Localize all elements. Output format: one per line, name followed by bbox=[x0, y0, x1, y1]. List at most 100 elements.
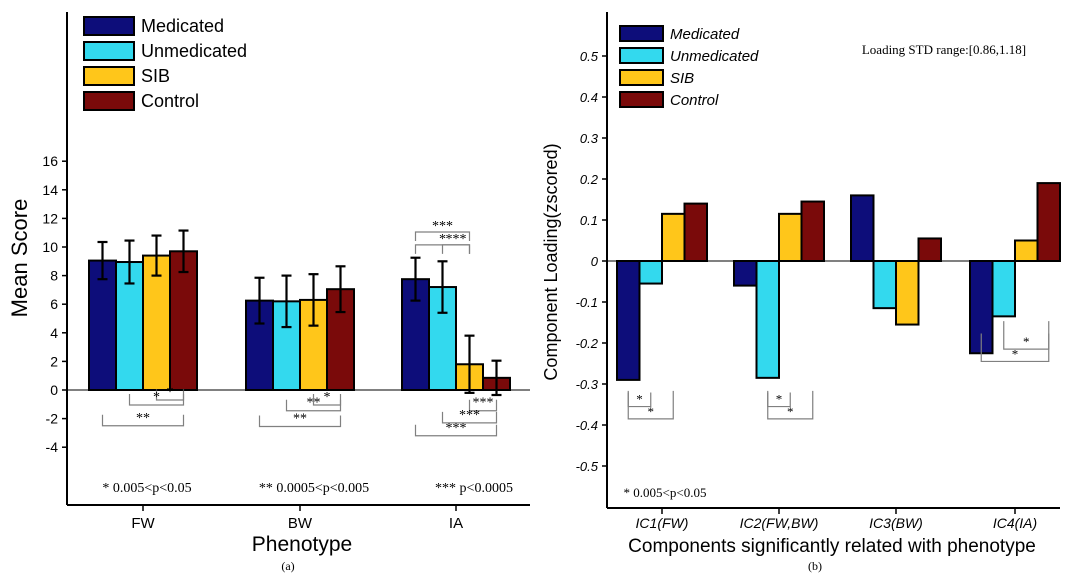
significance-label: * bbox=[167, 385, 174, 400]
panel-b-note-std: Loading STD range:[0.86,1.18] bbox=[862, 42, 1026, 57]
bar-unmedicated-ic1-fw bbox=[638, 260, 663, 285]
significance-label: * bbox=[324, 390, 331, 405]
y-tick-label: 8 bbox=[50, 268, 58, 284]
panel-a-caption: (a) bbox=[281, 559, 294, 573]
y-tick-label: 6 bbox=[50, 296, 58, 312]
y-tick-label: 0.5 bbox=[580, 49, 599, 64]
legend-label-medicated: Medicated bbox=[141, 16, 224, 36]
y-tick-label: -0.3 bbox=[576, 377, 599, 392]
x-tick-label-ic2-fw-bw: IC2(FW,BW) bbox=[740, 515, 819, 531]
legend-swatch-sib bbox=[83, 66, 135, 86]
significance-bracket bbox=[128, 394, 185, 406]
significance-bracket bbox=[468, 399, 498, 412]
significance-label: ** bbox=[136, 411, 150, 426]
x-tick-label-fw: FW bbox=[131, 515, 155, 532]
panel-b-note-p: * 0.005<p<0.05 bbox=[624, 485, 707, 500]
legend-swatch-control bbox=[619, 91, 664, 108]
significance-bracket bbox=[285, 399, 342, 412]
panel-b-chart: * * * * * * -0.5 -0.4 -0.3 -0.2 -0.1 0 0.1 0.2 0.3 0.4… bbox=[541, 12, 1061, 573]
significance-bracket bbox=[441, 411, 498, 424]
bar-medicated-ic3-bw bbox=[850, 194, 875, 262]
legend-swatch-unmedicated bbox=[619, 47, 664, 64]
significance-label: ** bbox=[307, 396, 321, 411]
y-tick-label: 0.3 bbox=[580, 131, 599, 146]
significance-label: * bbox=[1023, 334, 1030, 349]
panel-a-x-axis-label: Phenotype bbox=[252, 533, 352, 556]
panel-b-x-axis-label: Components significantly related with ph… bbox=[628, 536, 1036, 557]
panel-a-note-1: * 0.005<p<0.05 bbox=[102, 481, 191, 496]
significance-label: ** bbox=[293, 411, 307, 426]
x-tick-label-ia: IA bbox=[449, 515, 463, 532]
y-tick-label: 4 bbox=[50, 325, 58, 341]
panel-b-legend: Medicated Unmedicated SIB Control bbox=[619, 25, 759, 109]
significance-bracket bbox=[101, 414, 185, 427]
legend-swatch-medicated bbox=[619, 25, 664, 42]
significance-label: *** bbox=[432, 219, 453, 234]
legend-label-control: Control bbox=[670, 92, 719, 109]
significance-label: * bbox=[648, 404, 655, 419]
significance-label: * bbox=[636, 392, 643, 407]
significance-label: * bbox=[439, 232, 446, 247]
x-tick-label-bw: BW bbox=[288, 515, 313, 532]
significance-bracket bbox=[258, 415, 342, 428]
y-tick-label: 0.2 bbox=[580, 172, 599, 187]
y-tick-label: 0 bbox=[591, 254, 599, 269]
panel-a-note-3: *** p<0.0005 bbox=[435, 481, 513, 496]
significance-label: *** bbox=[459, 408, 480, 423]
legend-label-sib: SIB bbox=[670, 70, 694, 87]
significance-bracket bbox=[441, 244, 471, 254]
bar-unmedicated-ic4-ia bbox=[991, 260, 1016, 318]
legend-swatch-medicated bbox=[83, 16, 135, 36]
panel-a-y-axis-label: Mean Score bbox=[7, 199, 32, 318]
significance-bracket bbox=[312, 394, 342, 406]
bar-sib-ic2-fw-bw bbox=[778, 212, 803, 263]
y-tick-label: -0.2 bbox=[576, 336, 599, 351]
y-tick-label: 16 bbox=[42, 153, 58, 169]
significance-bracket bbox=[414, 424, 498, 437]
legend-swatch-unmedicated bbox=[83, 41, 135, 61]
significance-bracket bbox=[980, 333, 1050, 363]
legend-label-unmedicated: Unmedicated bbox=[670, 48, 759, 65]
significance-label: * bbox=[776, 392, 783, 407]
legend-swatch-sib bbox=[619, 69, 664, 86]
y-tick-label: 0.1 bbox=[580, 213, 598, 228]
bar-unmedicated-ic3-bw bbox=[872, 260, 897, 310]
bar-control-ic1-fw bbox=[683, 202, 708, 263]
panel-a-chart: ********** *************** -4-20246810121… bbox=[7, 12, 530, 573]
y-tick-label: 0 bbox=[50, 382, 58, 398]
bar-control-ic4-ia bbox=[1036, 182, 1061, 263]
significance-label: *** bbox=[446, 232, 467, 247]
legend-label-sib: SIB bbox=[141, 66, 170, 86]
y-tick-label: -4 bbox=[46, 439, 59, 455]
significance-label: *** bbox=[473, 396, 494, 411]
y-tick-label: -0.5 bbox=[576, 459, 599, 474]
bar-medicated-ic2-fw-bw bbox=[733, 260, 758, 287]
significance-label: *** bbox=[446, 421, 467, 436]
bar-sib-ic3-bw bbox=[895, 260, 920, 326]
legend-label-unmedicated: Unmedicated bbox=[141, 41, 247, 61]
panel-b-y-axis-label: Component Loading(zscored) bbox=[541, 143, 561, 380]
significance-bracket bbox=[767, 390, 814, 420]
significance-bracket bbox=[414, 231, 471, 241]
legend-label-control: Control bbox=[141, 91, 199, 111]
y-tick-label: 14 bbox=[42, 182, 58, 198]
significance-label: * bbox=[787, 404, 794, 419]
y-tick-label: -0.4 bbox=[576, 418, 598, 433]
y-tick-label: 0.4 bbox=[580, 90, 598, 105]
legend-label-medicated: Medicated bbox=[670, 26, 740, 43]
x-tick-label-ic1-fw: IC1(FW) bbox=[636, 515, 689, 531]
y-tick-label: 2 bbox=[50, 353, 58, 369]
y-tick-label: 12 bbox=[42, 210, 58, 226]
significance-label: * bbox=[153, 390, 160, 405]
y-tick-label: 10 bbox=[42, 239, 58, 255]
bar-sib-ic1-fw bbox=[661, 212, 686, 263]
x-tick-label-ic3-bw: IC3(BW) bbox=[869, 515, 923, 531]
bar-medicated-ic1-fw bbox=[616, 260, 641, 381]
significance-bracket bbox=[627, 390, 674, 420]
y-tick-label: -2 bbox=[46, 411, 59, 427]
significance-label: * bbox=[1012, 346, 1019, 361]
panel-a-note-2: ** 0.0005<p<0.005 bbox=[259, 481, 369, 496]
legend-swatch-control bbox=[83, 91, 135, 111]
x-tick-label-ic4-ia: IC4(IA) bbox=[993, 515, 1037, 531]
